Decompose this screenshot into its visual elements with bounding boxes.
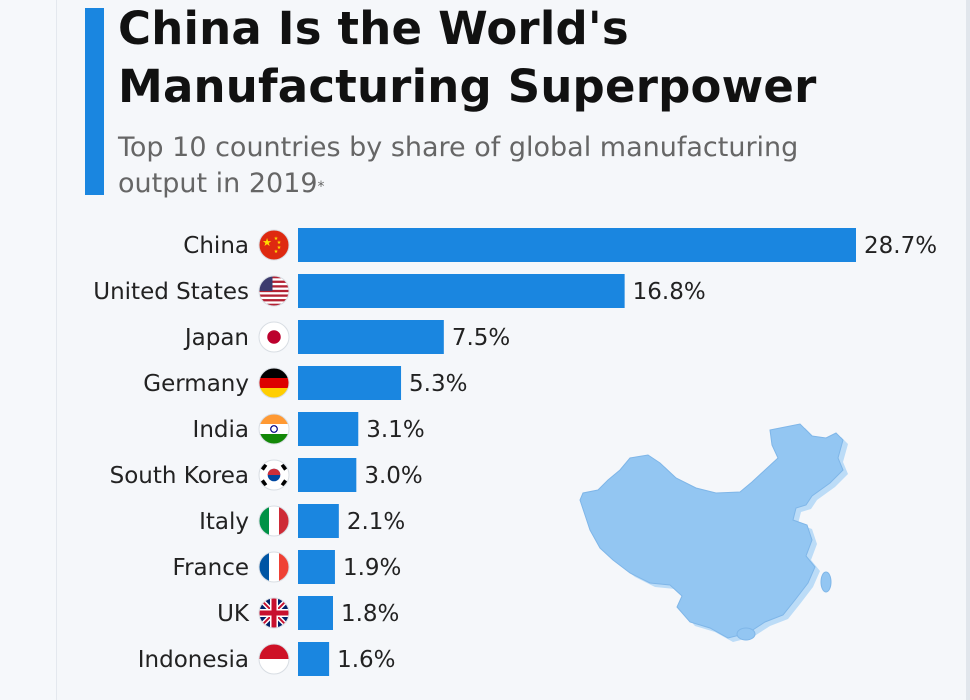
category-label: United States	[93, 279, 249, 305]
japan-flag-icon	[258, 321, 290, 353]
bar	[298, 366, 402, 400]
value-label: 28.7%	[864, 233, 937, 259]
svg-text:★: ★	[277, 245, 282, 251]
value-label: 2.1%	[347, 509, 405, 535]
value-label: 1.6%	[337, 647, 395, 673]
bar	[298, 412, 359, 446]
value-label: 16.8%	[633, 279, 706, 305]
category-label: India	[193, 417, 249, 443]
taiwan-island	[820, 571, 832, 593]
china-map-icon	[579, 423, 848, 642]
usa-flag-icon	[258, 275, 290, 307]
germany-flag-icon	[258, 367, 290, 399]
chart-title-line-1: China Is the World's	[118, 2, 629, 55]
bar	[298, 274, 625, 308]
indonesia-flag-icon	[258, 643, 290, 675]
france-flag-icon	[258, 551, 290, 583]
uk-flag-icon	[258, 597, 290, 629]
chart-subtitle: Top 10 countries by share of global manu…	[118, 130, 838, 202]
hainan-island	[736, 627, 756, 641]
category-label: UK	[217, 601, 250, 627]
category-label: Indonesia	[138, 647, 249, 673]
title-accent-bar	[85, 8, 104, 195]
value-label: 3.0%	[364, 463, 422, 489]
value-label: 1.8%	[341, 601, 399, 627]
category-label: Germany	[143, 371, 249, 397]
china-flag-icon: ★ ★★★★	[258, 229, 290, 261]
left-margin-strip	[0, 0, 57, 700]
bar	[298, 642, 330, 676]
chart-title: China Is the World's Manufacturing Super…	[118, 0, 817, 116]
south-korea-flag-icon	[258, 459, 290, 491]
china-map-body	[579, 423, 844, 639]
chart-title-line-2: Manufacturing Superpower	[118, 60, 817, 113]
value-label: 3.1%	[366, 417, 424, 443]
value-label: 5.3%	[409, 371, 467, 397]
category-label: South Korea	[110, 463, 249, 489]
right-margin-strip	[966, 0, 970, 700]
value-label: 1.9%	[343, 555, 401, 581]
svg-text:★: ★	[262, 236, 272, 249]
value-label: 7.5%	[452, 325, 510, 351]
category-label: France	[173, 555, 249, 581]
bar	[298, 228, 856, 262]
bar	[298, 550, 335, 584]
svg-text:★: ★	[274, 236, 279, 242]
india-flag-icon	[258, 413, 290, 445]
category-label: Japan	[183, 325, 249, 351]
category-label: Italy	[199, 509, 249, 535]
svg-text:★: ★	[277, 240, 282, 246]
bar	[298, 596, 333, 630]
category-label: China	[183, 233, 249, 259]
chart-subtitle-text: Top 10 countries by share of global manu…	[118, 132, 799, 199]
bar	[298, 504, 339, 538]
italy-flag-icon	[258, 505, 290, 537]
svg-text:★: ★	[274, 249, 279, 255]
bar	[298, 320, 444, 354]
bar	[298, 458, 357, 492]
footnote-marker: *	[317, 179, 325, 195]
